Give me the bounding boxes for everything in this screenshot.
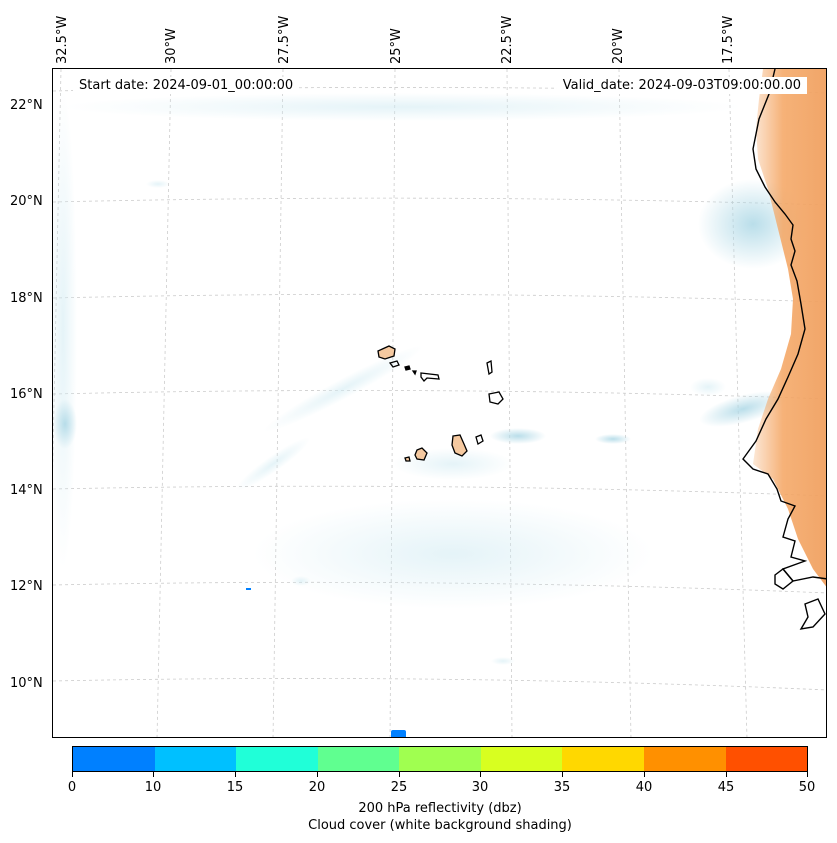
colorbar-title: 200 hPa reflectivity (dbz) [358, 801, 522, 816]
gridline-lat-20n [53, 197, 826, 206]
lon-label-20w: 20°W [611, 28, 626, 64]
cloud-streak-diagonal [263, 345, 423, 433]
colorbar-tick-label-15: 15 [226, 780, 244, 795]
colorbar [72, 746, 808, 772]
colorbar-tick [153, 772, 154, 777]
colorbar-segment-10-15 [154, 747, 237, 771]
coastline-guinea-bissau [799, 598, 826, 630]
colorbar-segment-35-40 [562, 747, 644, 771]
island-fogo [414, 447, 428, 461]
reflectivity-blip-west [246, 588, 251, 590]
coastline [742, 69, 826, 630]
valid-date-label: Valid_date: 2024-09-03T09:00:00.00 [556, 77, 807, 94]
cloud-band-north [63, 93, 743, 121]
island-brava [404, 456, 411, 462]
cloud-patch-senegal [699, 391, 787, 427]
gridline-lat-14n [53, 485, 826, 497]
reflectivity-blip-south [391, 730, 406, 737]
gridlines [53, 69, 826, 737]
gridline-lon-17-5w [728, 69, 748, 737]
coastline-west-africa [742, 69, 826, 582]
lat-label-12n: 12°N [10, 579, 43, 594]
cloud-patch-small [595, 434, 631, 444]
cloud-patch-east-of-islands [490, 428, 546, 444]
lat-label-10n: 10°N [10, 676, 43, 691]
gridline-lon-22-5w [506, 69, 513, 737]
island-sao-nicolau [420, 372, 440, 382]
cloud-patch-islands [393, 448, 513, 480]
coastline-gambia-estuary [774, 568, 794, 590]
lon-label-30w: 30°W [164, 28, 179, 64]
cabo-verde-islands [377, 345, 504, 462]
island-sao-vicente [388, 360, 400, 368]
colorbar-segment-45-50 [725, 747, 808, 771]
island-boa-vista [488, 391, 504, 405]
cloud-streak-diagonal-2 [235, 437, 311, 491]
colorbar-tick [807, 772, 808, 777]
colorbar-tick-label-45: 45 [717, 780, 735, 795]
colorbar-tick-label-0: 0 [67, 780, 77, 795]
gridline-lat-10n [53, 678, 826, 691]
island-santo-antao [377, 345, 396, 360]
island-sal [486, 359, 493, 376]
colorbar-tick-label-35: 35 [553, 780, 571, 795]
gridline-lon-30w [156, 69, 172, 737]
colorbar-tick-label-20: 20 [308, 780, 326, 795]
lat-label-14n: 14°N [10, 483, 43, 498]
lat-label-22n: 22°N [10, 98, 43, 113]
colorbar-segment-25-30 [399, 747, 481, 771]
colorbar-tick-label-25: 25 [390, 780, 408, 795]
colorbar-tick-label-30: 30 [471, 780, 489, 795]
gridline-lon-27-5w [272, 69, 284, 737]
colorbar-tick-label-40: 40 [635, 780, 653, 795]
cloud-field-south [253, 499, 653, 609]
orange-cloud-west-africa [753, 69, 826, 587]
longitude-labels: 32.5°W 30°W 27.5°W 25°W 22.5°W 20°W 17.5… [0, 0, 837, 66]
colorbar-tick [480, 772, 481, 777]
lon-label-17-5w: 17.5°W [721, 15, 736, 64]
colorbar-tick [399, 772, 400, 777]
colorbar-subtitle: Cloud cover (white background shading) [308, 818, 572, 833]
colorbar-segment-15-20 [236, 747, 318, 771]
lat-label-16n: 16°N [10, 387, 43, 402]
colorbar-segment-40-45 [643, 747, 726, 771]
colorbar-segment-0-10 [73, 747, 155, 771]
island-maio [475, 434, 484, 445]
island-santiago [451, 434, 468, 457]
start-date-label: Start date: 2024-09-01_00:00:00 [73, 77, 300, 94]
lat-label-18n: 18°N [10, 291, 43, 306]
colorbar-tick-label-50: 50 [798, 780, 816, 795]
colorbar-tick [235, 772, 236, 777]
lon-label-32-5w: 32.5°W [55, 15, 70, 64]
gridline-lat-16n [53, 390, 826, 400]
cloud-cover-shading [53, 89, 808, 665]
map-canvas [53, 69, 826, 737]
colorbar-tick [562, 772, 563, 777]
lon-label-25w: 25°W [389, 28, 404, 64]
gridline-lat-12n [53, 581, 826, 594]
island-santa-luzia [404, 365, 411, 371]
cloud-speck-2 [291, 576, 311, 586]
map-panel[interactable]: Start date: 2024-09-01_00:00:00 Valid_da… [52, 68, 827, 738]
gridline-lon-25w [389, 69, 396, 737]
gridline-lon-20w [618, 69, 632, 737]
cloud-band-west [53, 89, 77, 569]
cloud-speck-3 [491, 657, 515, 665]
lon-label-27-5w: 27.5°W [277, 15, 292, 64]
colorbar-tick [317, 772, 318, 777]
lon-label-22-5w: 22.5°W [500, 15, 515, 64]
gridline-lat-18n [53, 293, 826, 303]
cloud-patch-senegal-2 [690, 378, 726, 396]
island-sao-nicolau-w [411, 370, 417, 376]
land-cloud-shading [753, 69, 826, 587]
colorbar-segment-30-35 [480, 747, 563, 771]
colorbar-tick [72, 772, 73, 777]
colorbar-tick [644, 772, 645, 777]
cloud-patch-west-16n [53, 399, 77, 449]
cloud-speck-1 [146, 180, 170, 188]
colorbar-tick [726, 772, 727, 777]
lat-label-20n: 20°N [10, 194, 43, 209]
colorbar-tick-label-10: 10 [144, 780, 162, 795]
colorbar-segment-20-25 [317, 747, 400, 771]
